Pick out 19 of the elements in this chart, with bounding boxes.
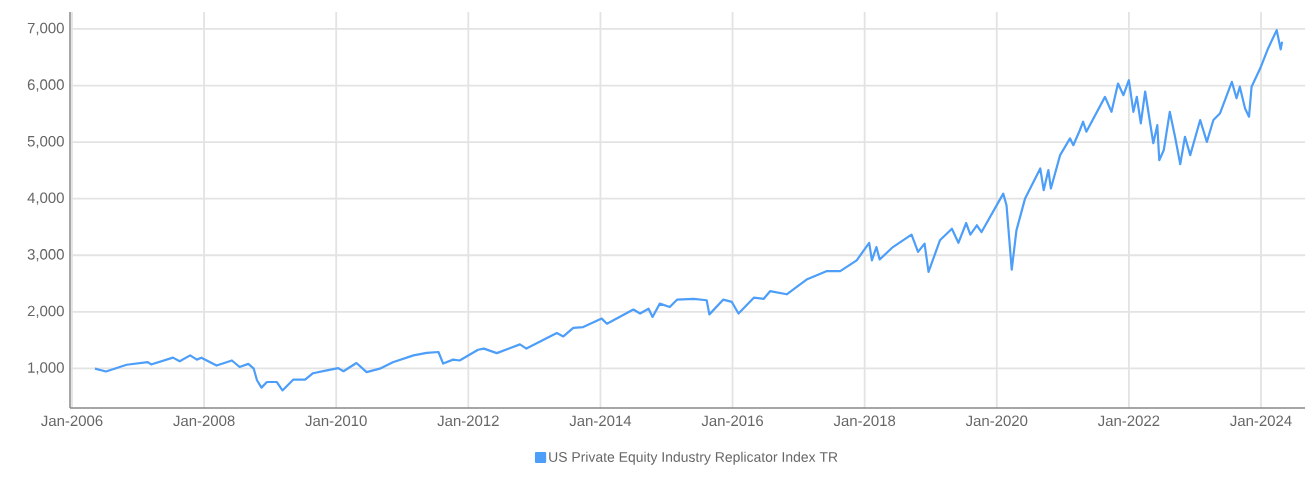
y-tick-label: 3,000 — [27, 249, 64, 262]
x-tick-label: Jan-2006 — [41, 415, 103, 427]
y-tick-label: 1,000 — [28, 362, 64, 375]
x-tick-label: Jan-2010 — [305, 415, 367, 427]
y-tick-label: 7,000 — [27, 22, 64, 36]
x-tick-label: Jan-2020 — [965, 415, 1028, 427]
x-tick-label: Jan-2022 — [1097, 415, 1160, 427]
x-tick-label: Jan-2024 — [1230, 415, 1292, 427]
x-tick-label: Jan-2008 — [173, 415, 235, 427]
y-tick-label: 4,000 — [27, 192, 64, 205]
x-tick-label: Jan-2012 — [437, 415, 499, 427]
x-tick-label: Jan-2016 — [701, 415, 764, 427]
line-series — [93, 29, 1284, 392]
y-tick-label: 5,000 — [27, 135, 64, 149]
y-tick-label: 2,000 — [27, 305, 64, 318]
x-tick-label: Jan-2018 — [833, 415, 896, 427]
y-tick-label: 6,000 — [27, 79, 64, 92]
x-tick-label: Jan-2014 — [569, 415, 632, 427]
legend-label: US Private Equity Industry Replicator Index TR — [549, 451, 838, 465]
